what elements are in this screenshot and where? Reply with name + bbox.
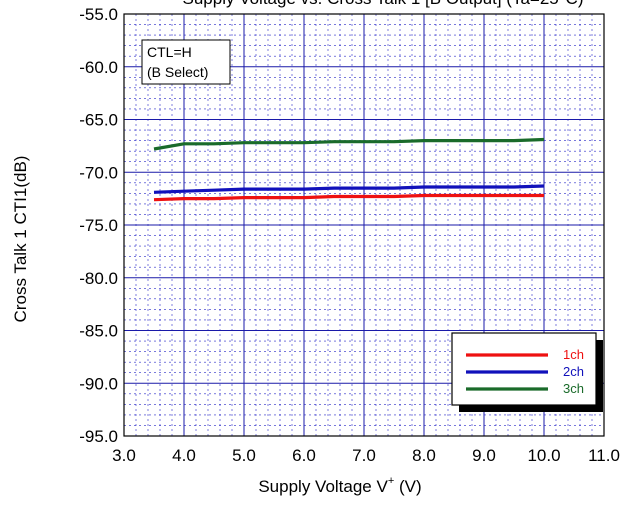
y-tick-label: -55.0 — [79, 5, 118, 24]
legend-label-2ch: 2ch — [563, 364, 584, 379]
y-tick-label: -95.0 — [79, 427, 118, 446]
x-axis-label-unit: (V) — [394, 477, 421, 496]
legend: 1ch 2ch 3ch — [451, 332, 603, 412]
series-line-1ch — [153, 193, 544, 202]
x-tick-label: 11.0 — [588, 446, 620, 465]
y-tick-label: -80.0 — [79, 269, 118, 288]
y-tick-label: -70.0 — [79, 163, 118, 182]
y-tick-label: -85.0 — [79, 322, 118, 341]
annotation-line-2: (B Select) — [147, 64, 208, 80]
x-axis-label: Supply Voltage V+ (V) — [258, 475, 421, 496]
plot-frame — [123, 13, 605, 437]
legend-label-1ch: 1ch — [563, 347, 584, 362]
y-tick-label: -90.0 — [79, 374, 118, 393]
y-tick-label: -65.0 — [79, 111, 118, 130]
series-line-3ch — [153, 137, 545, 151]
x-tick-label: 5.0 — [232, 446, 256, 465]
x-tick-label: 10.0 — [527, 446, 560, 465]
x-tick-label: 6.0 — [292, 446, 316, 465]
annotation-box: CTL=H (B Select) — [141, 39, 231, 85]
y-tick-label: -60.0 — [79, 58, 118, 77]
chart-title: Supply Voltage vs. Cross Talk 1 [B Outpu… — [183, 0, 584, 8]
y-axis-label: Cross Talk 1 CTI1(dB) — [11, 156, 30, 323]
x-tick-label: 8.0 — [412, 446, 436, 465]
legend-box — [451, 332, 597, 406]
x-tick-label: 9.0 — [472, 446, 496, 465]
annotation-line-1: CTL=H — [147, 44, 192, 60]
y-tick-label: -75.0 — [79, 216, 118, 235]
y-tick-labels: -55.0 -60.0 -65.0 -70.0 -75.0 -80.0 -85.0 -90.0… — [79, 5, 118, 446]
series-lines — [153, 137, 545, 202]
x-axis-label-text: Supply Voltage V — [258, 477, 388, 496]
x-tick-labels: 3.0 4.0 5.0 6.0 7.0 8.0 9.0 10.0 11.0 — [112, 446, 620, 465]
x-tick-label: 4.0 — [172, 446, 196, 465]
x-tick-label: 7.0 — [352, 446, 376, 465]
x-tick-label: 3.0 — [112, 446, 136, 465]
series-line-2ch — [153, 184, 545, 194]
legend-label-3ch: 3ch — [563, 381, 584, 396]
x-axis-label-superscript: + — [388, 475, 394, 487]
